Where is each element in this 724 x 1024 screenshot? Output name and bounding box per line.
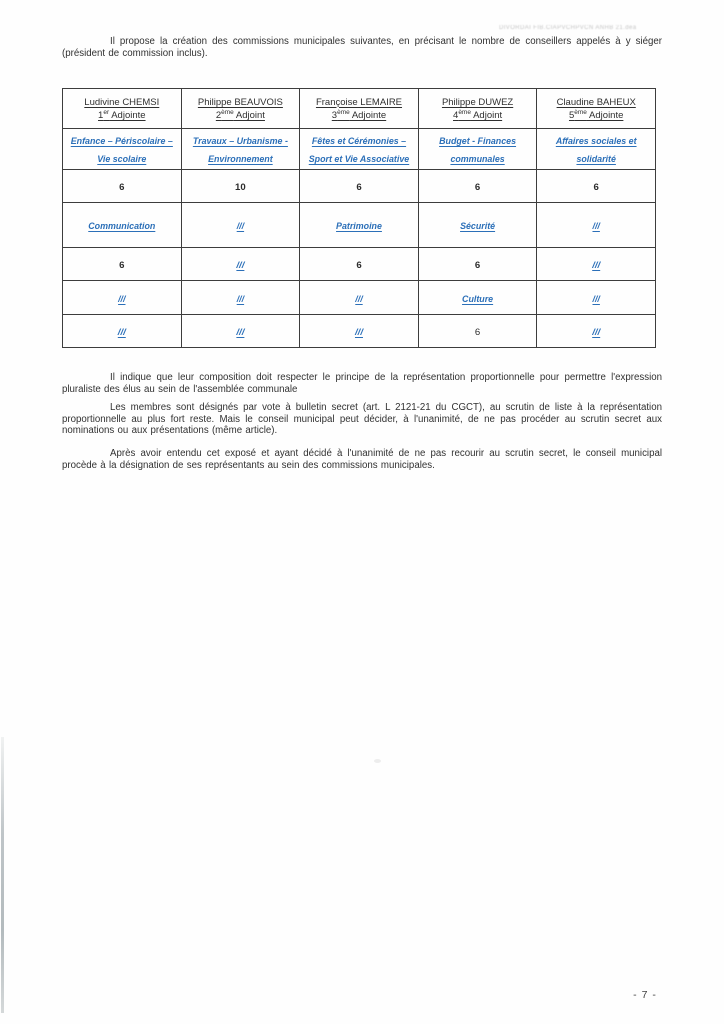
commission-cell: Culture xyxy=(417,280,538,315)
seat-count-cell: 6 xyxy=(299,247,419,281)
table-row-commissions-2: Communication /// Patrimoine Sécurité //… xyxy=(62,202,656,248)
paragraph-composition: Il indique que leur composition doit res… xyxy=(62,372,662,395)
adjoint-role: 3ème Adjointe xyxy=(331,108,387,121)
adjoint-name: Philippe DUWEZ xyxy=(441,96,514,108)
table-row-seats-2: 6 /// 6 6 /// xyxy=(62,247,656,281)
table-row-commissions-1: Enfance – Périscolaire – Vie scolaire Tr… xyxy=(62,128,656,170)
table-row-commissions-3: /// /// /// Culture /// xyxy=(62,280,656,315)
seat-count-cell: 6 xyxy=(417,314,538,348)
seat-count-cell: /// xyxy=(536,247,656,281)
table-row-seats-1: 6 10 6 6 6 xyxy=(62,169,656,203)
table-row-seats-3: /// /// /// 6 /// xyxy=(62,314,656,348)
commission-cell: /// xyxy=(180,280,301,315)
adjoint-name: Claudine BAHEUX xyxy=(556,96,636,108)
commission-cell: /// xyxy=(536,280,656,315)
scan-artifact-left-edge xyxy=(1,737,4,1013)
adjoint-name: Philippe BEAUVOIS xyxy=(197,96,283,108)
adjoint-role: 4ème Adjoint xyxy=(453,108,503,121)
commission-cell: Fêtes et Cérémonies – Sport et Vie Assoc… xyxy=(299,128,419,170)
scanner-stamp-text: DIVORDAI FIB.CIAPVCHPVCN ANHB 21.dea xyxy=(499,25,637,31)
paragraph-designation: Après avoir entendu cet exposé et ayant … xyxy=(62,448,662,471)
header-cell-adjoint-5: Claudine BAHEUX 5ème Adjointe xyxy=(536,88,656,129)
commission-cell: Travaux – Urbanisme - Environnement xyxy=(180,128,301,170)
seat-count-cell: /// xyxy=(299,314,419,348)
seat-count-cell: /// xyxy=(180,247,301,281)
seat-count-cell: /// xyxy=(536,314,656,348)
commission-cell: Budget - Finances communales xyxy=(417,128,538,170)
header-cell-adjoint-2: Philippe BEAUVOIS 2ème Adjoint xyxy=(180,88,301,129)
adjoint-role: 2ème Adjoint xyxy=(215,108,265,121)
commission-cell: /// xyxy=(299,280,419,315)
seat-count-cell: 6 xyxy=(536,169,656,203)
commission-cell: Enfance – Périscolaire – Vie scolaire xyxy=(62,128,182,170)
commission-cell: Sécurité xyxy=(417,202,538,248)
header-cell-adjoint-3: Françoise LEMAIRE 3ème Adjointe xyxy=(299,88,419,129)
seat-count-cell: 6 xyxy=(62,247,182,281)
commission-cell: Patrimoine xyxy=(299,202,419,248)
adjoint-role: 1er Adjointe xyxy=(98,108,146,121)
commission-cell: /// xyxy=(62,280,182,315)
commission-cell: Communication xyxy=(62,202,182,248)
seat-count-cell: 6 xyxy=(62,169,182,203)
adjoint-role: 5ème Adjointe xyxy=(568,108,624,121)
scan-artifact-smudge xyxy=(374,759,381,763)
seat-count-cell: 6 xyxy=(417,247,538,281)
commission-cell: Affaires sociales et solidarité xyxy=(536,128,656,170)
seat-count-cell: /// xyxy=(62,314,182,348)
seat-count-cell: 10 xyxy=(180,169,301,203)
paragraph-intro: Il propose la création des commissions m… xyxy=(62,36,662,59)
seat-count-cell: 6 xyxy=(299,169,419,203)
commission-cell: /// xyxy=(536,202,656,248)
paragraph-vote-rules: Les membres sont désignés par vote à bul… xyxy=(62,402,662,437)
adjoint-name: Ludivine CHEMSI xyxy=(84,96,160,108)
commission-cell: /// xyxy=(180,202,301,248)
seat-count-cell: 6 xyxy=(417,169,538,203)
page-number: - 7 - xyxy=(633,989,657,1001)
seat-count-cell: /// xyxy=(180,314,301,348)
header-cell-adjoint-4: Philippe DUWEZ 4ème Adjoint xyxy=(417,88,538,129)
commissions-table: Ludivine CHEMSI 1er Adjointe Philippe BE… xyxy=(62,88,656,348)
header-cell-adjoint-1: Ludivine CHEMSI 1er Adjointe xyxy=(62,88,182,129)
table-header-row: Ludivine CHEMSI 1er Adjointe Philippe BE… xyxy=(62,88,656,129)
adjoint-name: Françoise LEMAIRE xyxy=(315,96,403,108)
